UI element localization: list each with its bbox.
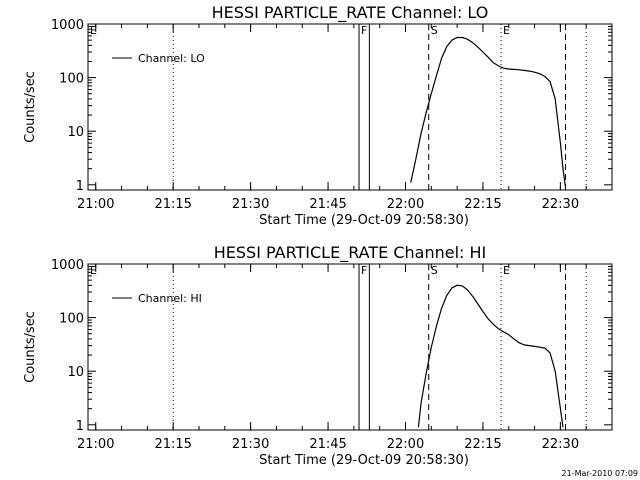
x-tick-label: 21:30 (232, 197, 269, 212)
series-line (417, 284, 564, 428)
marker-label: S (431, 264, 438, 277)
marker-label: E (503, 24, 510, 37)
x-tick-label: 21:00 (77, 437, 114, 452)
series-line (410, 36, 567, 188)
x-tick-label: 22:15 (464, 197, 501, 212)
marker-label: E (90, 24, 97, 37)
y-axis-label: Counts/sec (23, 71, 38, 143)
legend-label: Channel: LO (138, 52, 205, 65)
y-tick-label: 1000 (51, 258, 84, 273)
y-axis-label: Counts/sec (23, 311, 38, 383)
marker-label: E (503, 264, 510, 277)
x-tick-label: 22:00 (387, 197, 424, 212)
footer-timestamp: 21-Mar-2010 07:09 (562, 469, 639, 478)
x-tick-label: 21:45 (309, 437, 346, 452)
x-tick-label: 22:30 (542, 197, 579, 212)
plot-frame (87, 23, 613, 191)
marker-label: E (90, 264, 97, 277)
legend-label: Channel: HI (138, 292, 202, 305)
plot-frame (87, 263, 613, 431)
y-tick-label: 100 (59, 72, 84, 87)
lo-channel-plot: HESSI PARTICLE_RATE Channel: LOF S E E 1 10 10… (23, 3, 613, 228)
x-tick-label: 22:15 (464, 437, 501, 452)
y-tick-label: 1 (76, 419, 84, 434)
y-tick-label: 1000 (51, 18, 84, 33)
y-tick-label: 10 (67, 365, 84, 380)
y-tick-label: 100 (59, 312, 84, 327)
x-tick-label: 21:45 (309, 197, 346, 212)
x-tick-label: 21:15 (154, 437, 191, 452)
chart-title: HESSI PARTICLE_RATE Channel: LO (212, 3, 489, 23)
y-tick-label: 10 (67, 125, 84, 140)
hi-channel-plot: HESSI PARTICLE_RATE Channel: HIF S E E 1 10 10… (23, 243, 613, 468)
x-tick-label: 21:15 (154, 197, 191, 212)
x-tick-label: 22:00 (387, 437, 424, 452)
marker-label: S (431, 24, 438, 37)
marker-label: F (361, 264, 367, 277)
x-axis-label: Start Time (29-Oct-09 20:58:30) (259, 213, 469, 228)
y-tick-label: 1 (76, 179, 84, 194)
marker-label: F (361, 24, 367, 37)
x-axis-label: Start Time (29-Oct-09 20:58:30) (259, 453, 469, 468)
chart-title: HESSI PARTICLE_RATE Channel: HI (214, 243, 487, 263)
x-tick-label: 21:30 (232, 437, 269, 452)
x-tick-label: 21:00 (77, 197, 114, 212)
x-tick-label: 22:30 (542, 437, 579, 452)
